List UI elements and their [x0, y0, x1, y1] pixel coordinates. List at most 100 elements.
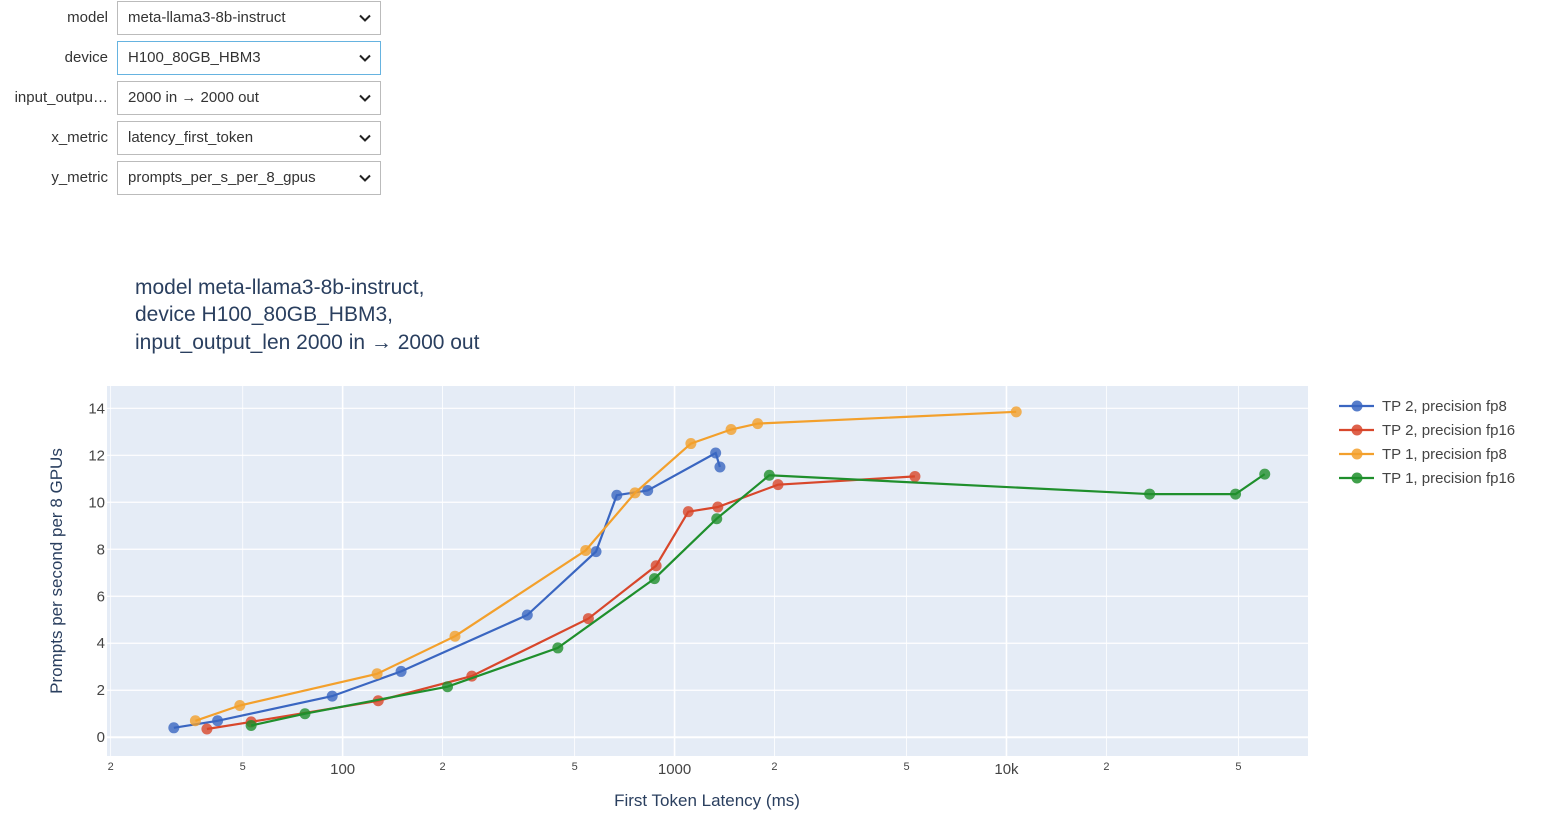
x-tick-label: 2	[439, 761, 445, 773]
y-tick-label: 12	[88, 447, 105, 464]
data-point[interactable]	[201, 723, 213, 735]
series-4	[245, 468, 1271, 731]
data-point[interactable]	[725, 423, 737, 435]
model-select-value: meta-llama3-8b-instruct	[128, 9, 286, 26]
legend: TP 2, precision fp8 TP 2, precision fp16 T…	[1339, 398, 1515, 487]
data-point[interactable]	[245, 719, 257, 731]
chevron-down-icon	[359, 134, 371, 142]
data-point[interactable]	[682, 506, 694, 518]
chevron-down-icon	[359, 174, 371, 182]
input-output-len-select-value: 2000 in → 2000 out	[128, 89, 259, 106]
series-1	[168, 447, 726, 734]
plot-area[interactable]	[107, 386, 1308, 756]
legend-marker	[1351, 400, 1363, 412]
chart-title-line-1: model meta-llama3-8b-instruct,	[135, 276, 424, 299]
data-point[interactable]	[650, 560, 662, 572]
legend-marker	[1351, 472, 1363, 484]
model-control: model meta-llama3-8b-instruct	[0, 1, 390, 35]
x-metric-select-value: latency_first_token	[128, 129, 254, 146]
grid	[107, 386, 1308, 756]
chart-title-line-2: device H100_80GB_HBM3,	[135, 303, 393, 326]
legend-item[interactable]: TP 2, precision fp16	[1339, 422, 1515, 439]
x-tick-label: 100	[330, 761, 355, 778]
data-point[interactable]	[712, 501, 724, 513]
y-tick-label: 6	[97, 588, 105, 605]
y-metric-select-value: prompts_per_s_per_8_gpus	[128, 169, 316, 186]
x-tick-label: 5	[903, 761, 909, 773]
data-point[interactable]	[299, 708, 311, 720]
y-tick-label: 2	[97, 682, 105, 699]
data-point[interactable]	[642, 485, 654, 497]
chevron-down-icon	[359, 94, 371, 102]
data-point[interactable]	[752, 418, 764, 430]
data-point[interactable]	[763, 469, 775, 481]
legend-marker	[1351, 448, 1363, 460]
y-tick-label: 14	[88, 400, 105, 417]
y-tick-label: 8	[97, 541, 105, 558]
legend-label: TP 2, precision fp8	[1382, 398, 1507, 415]
legend-item[interactable]: TP 2, precision fp8	[1339, 398, 1507, 415]
legend-item[interactable]: TP 1, precision fp16	[1339, 470, 1515, 487]
series-line	[250, 473, 1266, 727]
data-point[interactable]	[590, 546, 602, 558]
data-point[interactable]	[1010, 406, 1022, 418]
data-point[interactable]	[611, 489, 623, 501]
y-tick-label: 10	[88, 494, 105, 511]
series-line	[173, 451, 721, 729]
data-point[interactable]	[1230, 488, 1242, 500]
data-point[interactable]	[1144, 488, 1156, 500]
legend-label: TP 1, precision fp16	[1382, 470, 1515, 487]
data-point[interactable]	[442, 681, 454, 693]
y-metric-select[interactable]: prompts_per_s_per_8_gpus	[117, 161, 381, 195]
data-point[interactable]	[772, 479, 784, 491]
data-point[interactable]	[212, 715, 224, 727]
y-axis-label: Prompts per second per 8 GPUs	[47, 448, 66, 694]
chevron-down-icon	[359, 14, 371, 22]
chevron-down-icon	[359, 54, 371, 62]
data-point[interactable]	[234, 699, 246, 711]
x-tick-label: 10k	[994, 761, 1019, 778]
legend-item[interactable]: TP 1, precision fp8	[1339, 446, 1507, 463]
data-point[interactable]	[909, 470, 921, 482]
y-axis-ticks: 0 2 4 6 8 10 12 14	[88, 400, 105, 746]
series-group	[168, 406, 1271, 735]
data-point[interactable]	[521, 609, 533, 621]
data-point[interactable]	[189, 715, 201, 727]
data-point[interactable]	[1259, 468, 1271, 480]
legend-label: TP 1, precision fp8	[1382, 446, 1507, 463]
data-point[interactable]	[395, 665, 407, 677]
legend-marker	[1351, 424, 1363, 436]
data-point[interactable]	[582, 613, 594, 625]
legend-label: TP 2, precision fp16	[1382, 422, 1515, 439]
data-point[interactable]	[710, 447, 722, 459]
x-tick-label: 2	[1103, 761, 1109, 773]
x-tick-label: 2	[771, 761, 777, 773]
series-3	[189, 406, 1022, 727]
data-point[interactable]	[552, 642, 564, 654]
data-point[interactable]	[371, 668, 383, 680]
data-point[interactable]	[580, 544, 592, 556]
x-tick-label: 5	[572, 761, 578, 773]
device-select[interactable]: H100_80GB_HBM3	[117, 41, 381, 75]
y-tick-label: 0	[97, 729, 105, 746]
data-point[interactable]	[326, 690, 338, 702]
input-output-len-control: input_outpu… 2000 in → 2000 out	[0, 81, 390, 115]
data-point[interactable]	[711, 513, 723, 525]
data-point[interactable]	[648, 573, 660, 585]
data-point[interactable]	[629, 487, 641, 499]
data-point[interactable]	[449, 630, 461, 642]
series-line	[195, 410, 1017, 722]
data-point[interactable]	[685, 438, 697, 450]
chart-title-line-3: input_output_len 2000 in → 2000 out	[135, 331, 480, 354]
input-output-len-select[interactable]: 2000 in → 2000 out	[117, 81, 381, 115]
x-tick-label: 1000	[658, 761, 691, 778]
data-point[interactable]	[168, 722, 180, 734]
y-metric-control: y_metric prompts_per_s_per_8_gpus	[0, 161, 390, 195]
data-point[interactable]	[714, 461, 726, 473]
x-metric-control: x_metric latency_first_token	[0, 121, 390, 155]
model-select[interactable]: meta-llama3-8b-instruct	[117, 1, 381, 35]
x-axis-ticks: 2 5 100 2 5 1000 2 5 10k 2 5	[108, 761, 1242, 778]
x-metric-select[interactable]: latency_first_token	[117, 121, 381, 155]
x-tick-label: 5	[1235, 761, 1241, 773]
